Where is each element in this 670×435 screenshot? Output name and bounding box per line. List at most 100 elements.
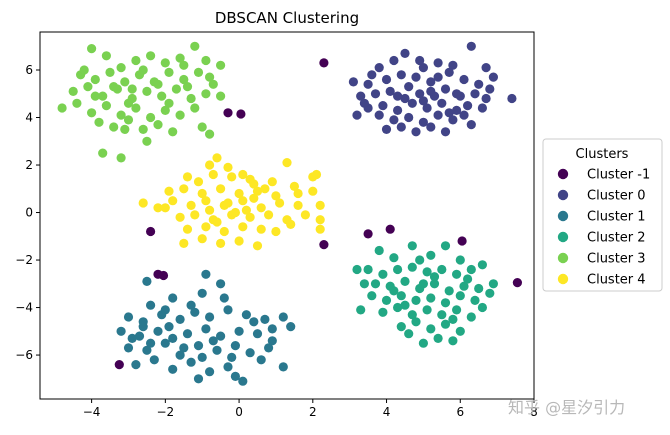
data-point: [437, 98, 447, 108]
data-point: [179, 74, 189, 85]
data-point: [260, 314, 270, 324]
data-point: [429, 279, 440, 289]
data-point: [179, 60, 189, 70]
data-point: [393, 91, 403, 101]
data-point: [182, 82, 193, 92]
x-tick-label: −4: [83, 405, 101, 419]
data-point: [205, 312, 215, 322]
data-point: [234, 236, 244, 246]
legend-label: Cluster 0: [587, 189, 646, 204]
data-point: [175, 350, 185, 360]
legend-marker: [557, 168, 569, 180]
data-point: [116, 110, 126, 120]
data-point: [256, 355, 266, 365]
data-point: [205, 160, 215, 170]
data-point: [153, 203, 163, 213]
data-point: [90, 74, 100, 85]
data-point: [212, 153, 222, 163]
data-point: [415, 55, 425, 66]
data-point: [105, 67, 115, 77]
data-point: [120, 77, 130, 87]
data-point: [381, 74, 392, 85]
data-point: [186, 300, 196, 310]
data-point: [149, 355, 159, 365]
data-point: [457, 236, 467, 246]
data-point: [98, 148, 108, 158]
data-point: [352, 110, 362, 120]
data-point: [197, 288, 207, 298]
data-point: [158, 270, 169, 281]
data-point: [474, 79, 484, 89]
data-point: [114, 360, 124, 370]
data-point: [426, 293, 436, 303]
data-point: [160, 305, 170, 315]
data-point: [348, 77, 358, 87]
legend-label: Cluster 4: [587, 273, 646, 288]
data-point: [289, 181, 299, 191]
data-point: [422, 267, 432, 277]
data-point: [374, 63, 384, 73]
data-point: [459, 281, 469, 291]
data-point: [138, 322, 148, 332]
data-point: [463, 274, 473, 284]
data-point: [223, 198, 233, 208]
data-point: [267, 324, 277, 334]
data-point: [208, 169, 218, 180]
data-point: [164, 322, 174, 332]
data-point: [444, 286, 454, 296]
data-point: [160, 338, 170, 348]
data-point: [131, 103, 141, 113]
data-point: [123, 98, 134, 108]
data-point: [404, 112, 414, 123]
data-point: [385, 224, 395, 234]
data-point: [157, 91, 167, 101]
data-point: [437, 264, 447, 275]
x-tick-label: 2: [309, 405, 317, 419]
data-point: [153, 120, 163, 130]
data-point: [131, 360, 141, 370]
data-point: [197, 188, 207, 199]
data-point: [205, 367, 215, 377]
data-point: [197, 122, 207, 132]
data-point: [466, 120, 476, 130]
data-point: [123, 115, 134, 125]
series-3: [352, 241, 498, 348]
data-point: [236, 109, 246, 119]
data-point: [363, 264, 373, 275]
x-tick-label: −2: [156, 405, 174, 419]
data-point: [466, 41, 476, 51]
x-tick-label: 8: [530, 405, 538, 419]
data-point: [267, 177, 277, 187]
data-point: [264, 343, 274, 353]
legend-marker: [557, 273, 569, 285]
data-point: [381, 295, 392, 305]
data-point: [477, 103, 487, 113]
data-point: [153, 79, 163, 89]
data-point: [193, 341, 204, 351]
data-point: [352, 264, 362, 275]
data-point: [393, 302, 403, 313]
data-point: [241, 310, 251, 320]
data-point: [429, 272, 440, 282]
data-point: [168, 127, 178, 137]
legend-marker: [557, 210, 569, 222]
data-point: [422, 305, 432, 315]
data-point: [208, 79, 218, 89]
data-point: [452, 105, 462, 115]
chart-title: DBSCAN Clustering: [215, 9, 359, 27]
data-point: [201, 89, 211, 99]
data-point: [208, 336, 218, 346]
data-point: [407, 241, 417, 251]
data-point: [146, 226, 156, 237]
data-point: [138, 124, 148, 134]
data-point: [411, 295, 421, 305]
y-tick-label: 6: [25, 63, 33, 77]
data-point: [186, 200, 196, 210]
data-point: [101, 51, 111, 61]
series-1: [348, 41, 517, 137]
data-point: [381, 124, 392, 134]
legend-title: Clusters: [576, 147, 629, 162]
x-axis-ticks: −4 −2 0 2 4 6 8: [83, 399, 538, 419]
data-point: [264, 210, 274, 220]
data-point: [212, 345, 222, 355]
